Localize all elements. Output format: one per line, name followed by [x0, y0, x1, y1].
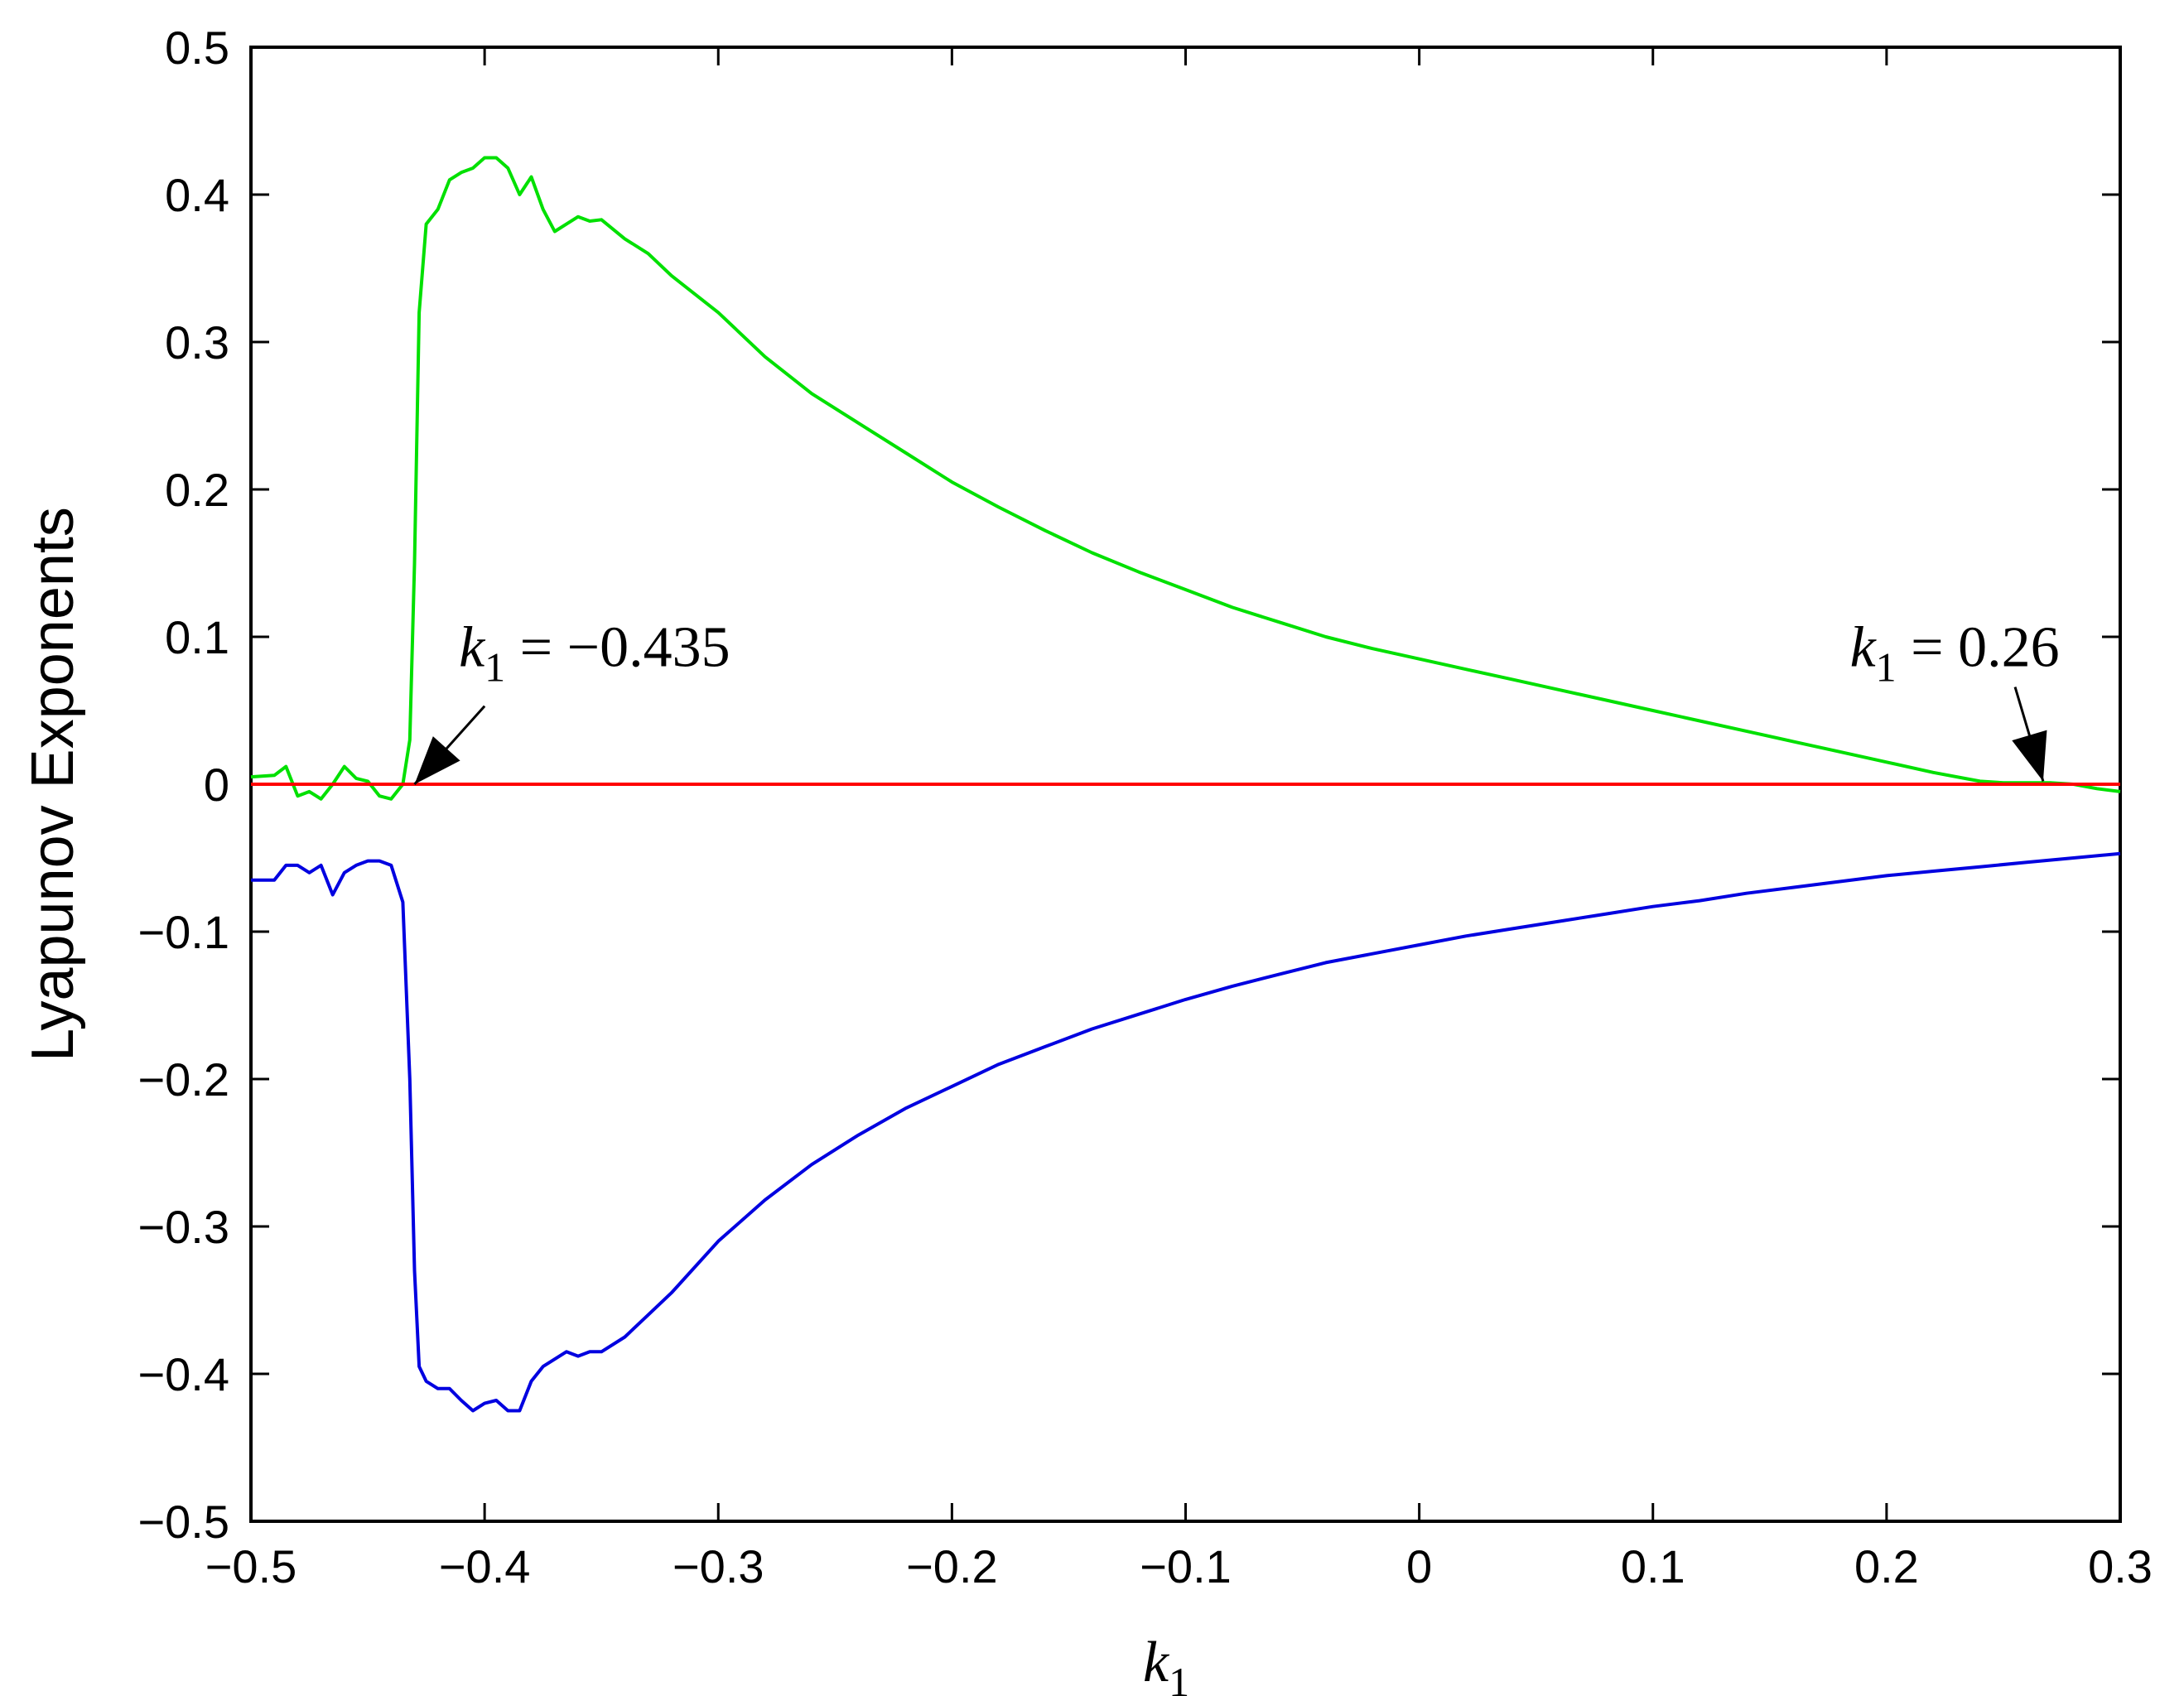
x-tick-label: 0: [1406, 1540, 1432, 1592]
x-tick-label: −0.3: [673, 1540, 764, 1592]
series-group: [250, 156, 2121, 1413]
y-tick-label: −0.2: [137, 1053, 229, 1106]
y-axis-title: Lyapunov Exponents: [20, 507, 86, 1062]
x-axis-title-base: k: [1143, 1631, 1170, 1694]
annotation-label-1: k1 = 0.26: [1850, 616, 2060, 691]
x-axis-title-sub: 1: [1169, 1659, 1189, 1696]
x-tick-labels: −0.5 −0.4 −0.3 −0.2 −0.1 0 0.1 0.2 0.3: [205, 1540, 2153, 1592]
series-line-0: [250, 156, 2121, 801]
annotation-label-sub: 1: [1876, 644, 1897, 691]
series-line-2: [251, 851, 2121, 1413]
y-tick-label: −0.1: [137, 906, 229, 958]
annotation-label-base: k: [459, 616, 486, 680]
x-tick-label: 0.1: [1621, 1540, 1685, 1592]
annotation-arrowhead-1: [2012, 730, 2047, 782]
y-tick-label: 0.4: [165, 169, 229, 221]
x-tick-label: −0.4: [439, 1540, 531, 1592]
y-tick-label: −0.3: [137, 1201, 229, 1253]
y-tick-label: −0.4: [137, 1348, 229, 1400]
y-tick-label: 0.5: [165, 22, 229, 74]
y-tick-label: 0: [204, 759, 229, 811]
annotation-arrowhead-0: [414, 736, 460, 784]
annotation-label-base: k: [1850, 616, 1878, 680]
x-tick-label: 0.3: [2088, 1540, 2153, 1592]
annotation-label-value: = −0.435: [505, 616, 730, 680]
y-tick-label: 0.3: [165, 316, 229, 369]
annotation-label-value: = 0.26: [1897, 616, 2060, 680]
annotation-label-sub: 1: [485, 644, 505, 691]
annotation-label-0: k1 = −0.435: [459, 616, 730, 691]
x-axis-title: k1: [1143, 1631, 1189, 1696]
x-tick-label: −0.5: [205, 1540, 297, 1592]
y-tick-label: −0.5: [137, 1496, 229, 1548]
x-tick-label: −0.2: [906, 1540, 998, 1592]
y-tick-label: 0.2: [165, 464, 229, 516]
x-tick-label: 0.2: [1854, 1540, 1919, 1592]
annotations: k1 = −0.435 k1 = 0.26: [413, 616, 2060, 786]
tick-marks: [249, 46, 2122, 1523]
y-tick-label: 0.1: [165, 611, 229, 663]
x-tick-label: −0.1: [1140, 1540, 1232, 1592]
y-tick-labels: 0.5 0.4 0.3 0.2 0.1 0 −0.1 −0.2 −0.3 −0.4 −0.5: [137, 22, 229, 1548]
